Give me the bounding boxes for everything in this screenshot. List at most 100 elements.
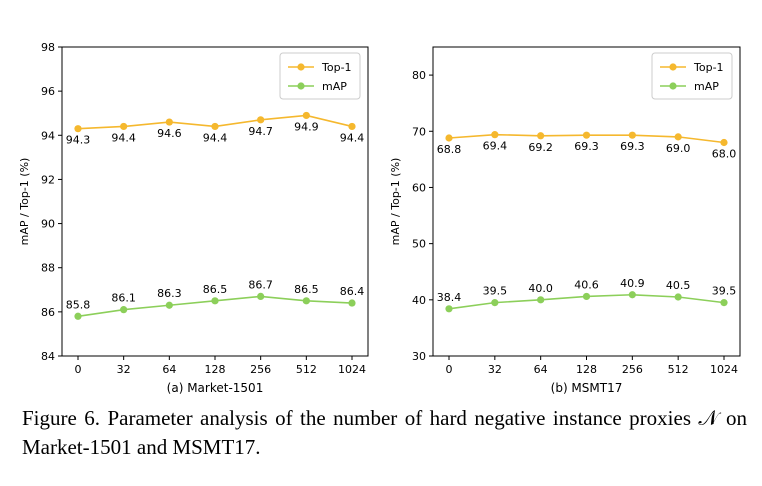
data-label-map: 85.8 <box>66 298 91 311</box>
data-label-map: 40.6 <box>574 278 599 291</box>
y-tick-label: 80 <box>412 69 426 82</box>
x-tick-label: 128 <box>576 363 597 376</box>
data-label-map: 86.1 <box>111 292 136 305</box>
data-label-top-1: 68.0 <box>712 148 737 161</box>
data-label-top-1: 94.4 <box>340 131 365 144</box>
y-tick-label: 88 <box>41 262 55 275</box>
data-label-map: 86.3 <box>157 287 182 300</box>
y-tick-label: 30 <box>412 350 426 363</box>
y-tick-label: 84 <box>41 350 55 363</box>
data-label-map: 40.9 <box>620 277 645 290</box>
legend-swatch-marker-map <box>297 82 305 90</box>
data-label-top-1: 94.3 <box>66 134 91 147</box>
data-label-map: 38.4 <box>437 291 462 304</box>
figure-caption: Figure 6. Parameter analysis of the numb… <box>22 406 747 459</box>
data-label-map: 86.5 <box>294 283 319 296</box>
data-point-map <box>348 299 356 307</box>
x-tick-label: 256 <box>622 363 643 376</box>
legend: Top-1 mAP <box>651 52 733 100</box>
data-point-top-1 <box>120 122 128 131</box>
data-point-map <box>165 301 173 309</box>
data-point-top-1 <box>74 125 82 133</box>
x-tick-label: 64 <box>534 363 548 376</box>
data-label-top-1: 94.4 <box>203 131 228 144</box>
data-label-top-1: 69.3 <box>620 140 645 153</box>
x-tick-label: 512 <box>668 363 689 376</box>
data-label-map: 86.5 <box>203 283 228 296</box>
data-label-map: 40.0 <box>528 282 553 295</box>
data-label-top-1: 69.4 <box>483 140 508 153</box>
x-tick-label: 128 <box>205 363 226 376</box>
legend-swatch-marker-top-1 <box>669 63 677 71</box>
data-point-map <box>302 297 310 305</box>
data-point-top-1 <box>165 118 173 126</box>
x-tick-label: 1024 <box>338 363 366 376</box>
legend-label-map: mAP <box>322 80 347 93</box>
data-label-top-1: 94.4 <box>111 131 136 144</box>
data-point-map <box>257 292 265 301</box>
chart-panel-b: 30 40 50 60 70 80 0 32 64 128 256 512 1024 (b) MSMT17… <box>389 46 741 395</box>
data-label-map: 86.4 <box>340 285 365 298</box>
y-tick-label: 96 <box>41 85 55 98</box>
x-tick-label: 32 <box>117 363 131 376</box>
chart-panel-a: 84 86 88 90 92 94 96 98 0 32 64 128 256 512 1024 (a) Ma… <box>18 41 369 395</box>
y-tick-label: 40 <box>412 294 426 307</box>
x-tick-label: 32 <box>488 363 502 376</box>
y-axis-label: mAP / Top-1 (%) <box>18 158 31 246</box>
data-point-top-1 <box>582 131 591 139</box>
data-label-top-1: 69.2 <box>528 141 553 154</box>
data-point-map <box>491 299 499 307</box>
legend-box <box>651 52 733 100</box>
y-tick-label: 50 <box>412 238 426 251</box>
legend-swatch-marker-map <box>669 82 677 90</box>
data-label-top-1: 69.0 <box>666 142 691 155</box>
legend-label-top-1: Top-1 <box>693 61 724 74</box>
x-tick-label: 512 <box>296 363 317 376</box>
data-point-map <box>537 296 545 304</box>
data-point-map <box>674 293 682 301</box>
data-point-map <box>628 291 636 299</box>
x-axis-label: (b) MSMT17 <box>551 381 623 395</box>
x-tick-label: 1024 <box>710 363 738 376</box>
x-tick-label: 0 <box>75 363 82 376</box>
y-axis-label: mAP / Top-1 (%) <box>389 158 402 246</box>
y-tick-label: 90 <box>41 218 55 231</box>
data-point-top-1 <box>491 131 499 139</box>
y-tick-label: 94 <box>41 129 55 142</box>
data-point-top-1 <box>211 122 219 131</box>
data-label-map: 39.5 <box>483 285 508 298</box>
y-tick-label: 60 <box>412 181 426 194</box>
data-label-map: 40.5 <box>666 279 691 292</box>
data-label-top-1: 94.9 <box>294 120 319 133</box>
data-point-map <box>211 297 219 305</box>
data-point-map <box>74 312 82 320</box>
data-point-map <box>720 299 728 307</box>
x-tick-label: 0 <box>446 363 453 376</box>
data-point-top-1 <box>537 132 545 140</box>
data-point-top-1 <box>445 134 453 142</box>
x-tick-label: 64 <box>162 363 176 376</box>
data-point-map <box>120 306 128 314</box>
y-tick-label: 98 <box>41 41 55 54</box>
data-point-top-1 <box>257 116 265 124</box>
legend-label-top-1: Top-1 <box>321 61 352 74</box>
data-point-top-1 <box>628 131 636 139</box>
data-label-top-1: 94.7 <box>248 125 273 138</box>
y-tick-label: 92 <box>41 173 55 186</box>
data-point-map <box>582 292 591 301</box>
legend: Top-1 mAP <box>279 52 361 100</box>
y-tick-label: 70 <box>412 125 426 138</box>
legend-box <box>279 52 361 100</box>
legend-label-map: mAP <box>694 80 719 93</box>
y-tick-label: 86 <box>41 306 55 319</box>
figure-6: 84 86 88 90 92 94 96 98 0 32 64 128 256 512 1024 (a) Ma… <box>18 41 741 395</box>
data-label-top-1: 94.6 <box>157 127 182 140</box>
data-label-top-1: 68.8 <box>437 143 462 156</box>
data-label-top-1: 69.3 <box>574 140 599 153</box>
data-label-map: 86.7 <box>248 278 273 291</box>
data-point-top-1 <box>674 133 682 141</box>
data-point-top-1 <box>720 138 728 147</box>
legend-swatch-marker-top-1 <box>297 63 305 71</box>
data-point-top-1 <box>302 111 310 120</box>
data-point-map <box>445 305 453 313</box>
